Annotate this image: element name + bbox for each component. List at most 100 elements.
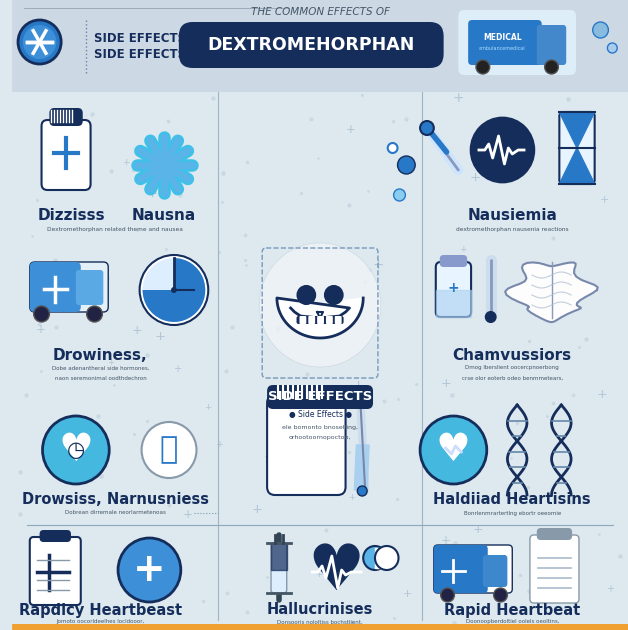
Text: +: + xyxy=(346,123,355,136)
FancyBboxPatch shape xyxy=(41,120,90,190)
Text: +: + xyxy=(440,377,451,390)
Text: +: + xyxy=(216,440,224,449)
Circle shape xyxy=(87,306,102,322)
Text: +: + xyxy=(205,403,212,413)
FancyBboxPatch shape xyxy=(267,385,373,409)
Circle shape xyxy=(18,20,61,64)
Text: crse olor eoterb odeo benmmetears,: crse olor eoterb odeo benmmetears, xyxy=(462,375,563,381)
Text: Rapdicy Heartbeast: Rapdicy Heartbeast xyxy=(19,602,182,617)
Text: ♥: ♥ xyxy=(436,431,471,469)
Text: +: + xyxy=(597,389,607,401)
Text: +: + xyxy=(352,379,364,392)
FancyBboxPatch shape xyxy=(434,545,512,593)
FancyBboxPatch shape xyxy=(317,316,324,324)
Text: ♥: ♥ xyxy=(480,126,525,174)
Text: +: + xyxy=(174,364,182,374)
Circle shape xyxy=(476,60,490,74)
Text: Doonoopberdoltiel oolels oeoltins,: Doonoopberdoltiel oolels oeoltins, xyxy=(465,619,559,624)
FancyBboxPatch shape xyxy=(440,255,467,267)
Text: +: + xyxy=(122,158,129,167)
Text: +: + xyxy=(107,358,115,367)
FancyBboxPatch shape xyxy=(30,262,108,312)
Text: Dobe adenantheral side hormones,: Dobe adenantheral side hormones, xyxy=(51,365,149,370)
Circle shape xyxy=(139,255,208,325)
Text: +: + xyxy=(133,551,166,589)
Text: Nausiemia: Nausiemia xyxy=(467,207,557,222)
FancyBboxPatch shape xyxy=(335,316,342,324)
Circle shape xyxy=(494,588,507,602)
FancyBboxPatch shape xyxy=(179,22,443,68)
Text: SIDE EFFECTS: SIDE EFFECTS xyxy=(94,49,186,62)
Text: Drowsiss, Narnusniess: Drowsiss, Narnusniess xyxy=(21,493,208,508)
Circle shape xyxy=(298,286,315,304)
Circle shape xyxy=(486,312,495,322)
Text: +: + xyxy=(146,187,157,200)
Text: THE COMMON EFFECTS OF: THE COMMON EFFECTS OF xyxy=(251,7,389,17)
Text: DEXTROMEHORPHAN: DEXTROMEHORPHAN xyxy=(207,36,415,54)
Text: +: + xyxy=(330,473,338,482)
Text: ambulancemedical: ambulancemedical xyxy=(479,45,526,50)
Text: +: + xyxy=(296,301,306,313)
Text: MEDICAL: MEDICAL xyxy=(483,33,522,42)
Text: +: + xyxy=(325,418,335,428)
Text: +: + xyxy=(183,508,193,522)
Polygon shape xyxy=(560,112,595,148)
Text: ♥: ♥ xyxy=(58,431,94,469)
Text: +: + xyxy=(251,503,263,515)
Text: Nausna: Nausna xyxy=(132,207,197,222)
Text: +: + xyxy=(470,171,481,185)
FancyBboxPatch shape xyxy=(30,537,81,605)
Circle shape xyxy=(394,189,406,201)
Text: +: + xyxy=(373,258,384,272)
Text: Rapid Heartbeat: Rapid Heartbeat xyxy=(444,602,580,617)
Text: Dmog lberslient oocercpnoerbong: Dmog lberslient oocercpnoerbong xyxy=(465,365,559,370)
Text: +: + xyxy=(403,589,411,598)
FancyBboxPatch shape xyxy=(12,624,628,630)
Text: naon seremonimal oodthdechron: naon seremonimal oodthdechron xyxy=(55,375,146,381)
Circle shape xyxy=(34,306,50,322)
Text: Drowiness,: Drowiness, xyxy=(53,348,148,362)
Circle shape xyxy=(398,156,415,174)
Circle shape xyxy=(325,286,343,304)
Text: +: + xyxy=(452,91,464,105)
Text: +: + xyxy=(132,324,143,337)
Text: ● Side Effects ●: ● Side Effects ● xyxy=(288,411,352,420)
Circle shape xyxy=(441,588,455,602)
Circle shape xyxy=(544,60,558,74)
Circle shape xyxy=(357,486,367,496)
FancyBboxPatch shape xyxy=(537,25,566,65)
Text: Jomoto oocorldeelhes locldooor,: Jomoto oocorldeelhes locldooor, xyxy=(57,619,144,624)
Text: Hallucrinises: Hallucrinises xyxy=(267,602,373,617)
Text: +: + xyxy=(459,245,467,255)
FancyBboxPatch shape xyxy=(436,262,471,317)
Polygon shape xyxy=(505,263,598,322)
Circle shape xyxy=(420,121,434,135)
Text: dextromethorphan nausenia reactions: dextromethorphan nausenia reactions xyxy=(456,227,568,231)
Polygon shape xyxy=(375,548,387,568)
FancyBboxPatch shape xyxy=(308,316,315,324)
FancyBboxPatch shape xyxy=(560,112,595,184)
Text: SIDE EFFECTS: SIDE EFFECTS xyxy=(268,391,372,403)
Wedge shape xyxy=(143,258,205,322)
Text: Haldiiad Heartisins: Haldiiad Heartisins xyxy=(433,493,591,508)
FancyBboxPatch shape xyxy=(30,262,81,312)
Circle shape xyxy=(118,538,181,602)
Circle shape xyxy=(471,118,534,182)
Text: +: + xyxy=(155,330,166,343)
FancyBboxPatch shape xyxy=(537,528,572,540)
Circle shape xyxy=(363,546,387,570)
FancyBboxPatch shape xyxy=(12,0,628,92)
Text: +: + xyxy=(315,570,322,580)
FancyBboxPatch shape xyxy=(40,530,71,542)
Text: +: + xyxy=(348,493,355,502)
Polygon shape xyxy=(354,445,369,490)
Polygon shape xyxy=(436,290,471,317)
Text: Donsooris nololtiss bochstlient,: Donsooris nololtiss bochstlient, xyxy=(277,619,363,624)
FancyBboxPatch shape xyxy=(12,0,628,630)
FancyBboxPatch shape xyxy=(296,316,344,324)
FancyBboxPatch shape xyxy=(434,545,488,593)
FancyBboxPatch shape xyxy=(76,270,104,305)
Text: Dobrean dirremale neorlarmetenoas: Dobrean dirremale neorlarmetenoas xyxy=(65,510,166,515)
FancyBboxPatch shape xyxy=(530,535,579,603)
Text: Chamvussiors: Chamvussiors xyxy=(453,348,572,362)
